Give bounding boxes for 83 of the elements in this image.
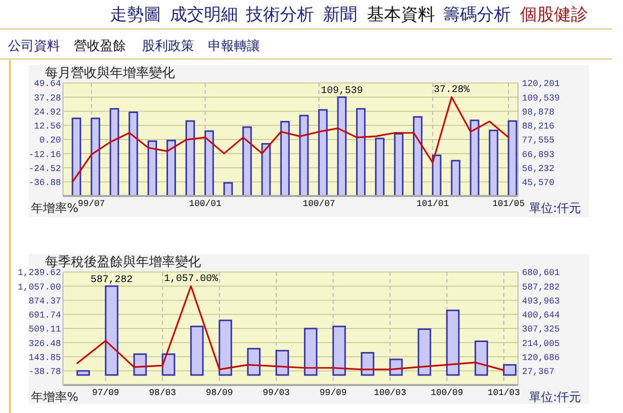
y-tick-label: 874.37	[28, 296, 61, 306]
y2-tick-label: 77,555	[522, 136, 554, 146]
bar	[218, 320, 232, 376]
y2-tick-label: 98,878	[522, 107, 554, 118]
y-tick-label: -12.16	[28, 150, 61, 160]
bar	[418, 328, 432, 376]
y2-tick-label: 587,282	[522, 282, 560, 292]
x-tick-label: 100/03	[374, 388, 406, 398]
bar	[190, 326, 204, 376]
y2-tick-label: 27,367	[522, 367, 554, 378]
y-tick-label: 326.48	[28, 338, 61, 349]
bar	[446, 310, 460, 376]
bar	[360, 352, 374, 376]
x-tick-label: 100/07	[302, 199, 336, 209]
text: 籌碼分析	[443, 5, 511, 25]
bar	[247, 348, 261, 376]
x-tick-label: 100/09	[430, 388, 464, 398]
y2-axis-title: 單位:仟元	[529, 201, 582, 215]
line-series	[76, 285, 505, 371]
y-tick-label: 0.20	[39, 136, 61, 146]
x-tick-label: 99/03	[262, 388, 290, 398]
bar	[133, 353, 147, 376]
bar	[474, 340, 488, 376]
y-tick-label: -24.52	[28, 164, 61, 174]
y2-tick-label: 66,893	[522, 150, 554, 160]
y2-tick-label: 680,601	[522, 268, 560, 278]
text: 基本資料	[367, 5, 435, 25]
y2-tick-label: 400,644	[522, 310, 560, 321]
text: 新聞	[323, 5, 357, 25]
line-series	[72, 96, 510, 183]
text: 申報轉讓	[208, 39, 260, 54]
x-tick-label: 99/07	[78, 199, 105, 209]
y2-tick-label: 214,005	[522, 338, 560, 349]
x-tick-label: 97/09	[92, 388, 120, 398]
y2-tick-label: 120,686	[522, 352, 560, 363]
x-tick-label: 101/01	[416, 199, 449, 209]
text: 公司資料	[8, 39, 60, 54]
y-tick-label: 691.74	[28, 310, 61, 321]
y2-tick-label: 109,539	[522, 93, 560, 104]
x-tick-label: 98/03	[149, 388, 176, 398]
bar	[276, 350, 289, 376]
y2-tick-label: 493,963	[522, 296, 560, 306]
text: 成交明細	[170, 5, 238, 25]
text: 走勢圖	[110, 5, 161, 25]
x-tick-label: 98/09	[206, 388, 233, 398]
y-tick-label: 49.64	[34, 79, 61, 90]
bar	[332, 326, 346, 376]
bar	[76, 370, 90, 376]
y-tick-label: 1,239.62	[18, 268, 61, 278]
x-tick-label: 99/09	[320, 388, 347, 398]
y-tick-label: 1,057.00	[18, 282, 61, 292]
data-label: 109,539	[320, 86, 363, 98]
y2-tick-label: 56,232	[522, 164, 554, 174]
y2-tick-label: 120,201	[522, 79, 560, 90]
y2-tick-label: 307,325	[522, 324, 560, 335]
x-tick-label: 101/05	[492, 199, 525, 209]
y-tick-label: -38.78	[28, 367, 61, 378]
x-tick-label: 101/03	[488, 388, 520, 398]
bar	[104, 285, 118, 376]
bar	[162, 353, 176, 376]
x-tick-label: 100/01	[188, 199, 222, 209]
text: 營收盈餘	[74, 39, 126, 54]
y-axis-title: 年增率%	[31, 390, 78, 404]
data-label: 1,057.00%	[164, 274, 218, 286]
y2-tick-label: 88,216	[522, 122, 554, 132]
y-tick-label: 24.92	[34, 107, 61, 118]
text: 個股健診	[520, 5, 588, 25]
bar	[503, 364, 516, 376]
text: 技術分析	[245, 5, 314, 25]
y2-tick-label: 45,570	[522, 178, 554, 188]
y-tick-label: 12.56	[34, 122, 61, 132]
y-tick-label: -36.88	[28, 178, 61, 188]
data-label: 587,282	[90, 275, 133, 286]
y2-axis-title: 單位:仟元	[529, 390, 582, 404]
y-tick-label: 37.28	[34, 93, 61, 104]
chart-title: 每季稅後盈餘與年增率變化	[45, 254, 201, 270]
data-label: 37.28%	[434, 85, 470, 96]
chart-title: 每月營收與年增率變化	[45, 65, 175, 81]
y-tick-label: 509.11	[28, 324, 61, 335]
y-axis-title: 年增率%	[31, 201, 78, 215]
text: 股利政策	[142, 39, 194, 54]
y-tick-label: 143.85	[28, 352, 61, 363]
bar	[304, 328, 318, 376]
